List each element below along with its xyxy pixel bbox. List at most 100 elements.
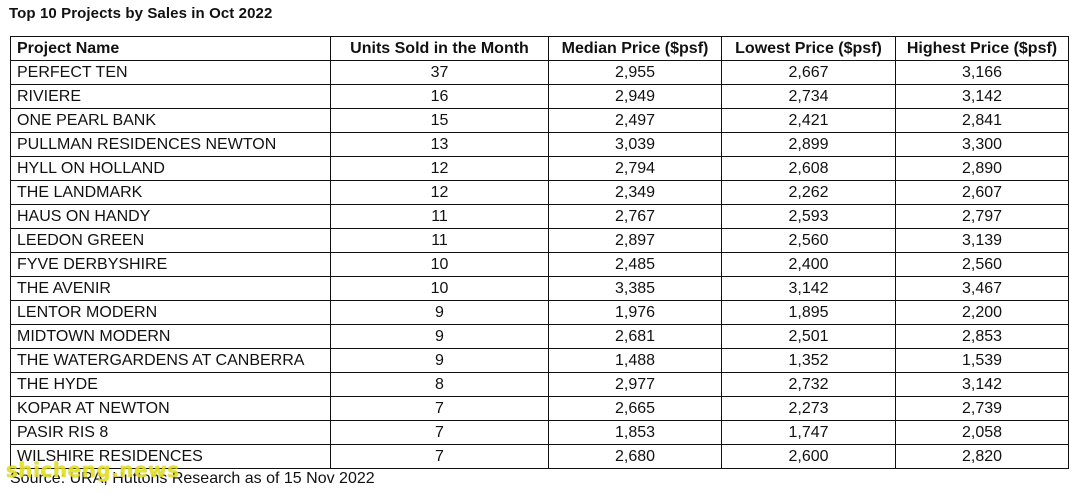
median-price-cell: 2,497 — [548, 108, 722, 133]
units-sold-cell: 9 — [330, 300, 549, 325]
median-price-cell: 2,485 — [548, 252, 722, 277]
median-price-cell: 2,680 — [548, 444, 722, 469]
median-price-cell: 2,949 — [548, 84, 722, 109]
page-title: Top 10 Projects by Sales in Oct 2022 — [9, 5, 273, 22]
table-row: PERFECT TEN 37 2,955 2,667 3,166 — [10, 60, 1069, 85]
table-row: FYVE DERBYSHIRE 10 2,485 2,400 2,560 — [10, 252, 1069, 277]
project-name-cell: HYLL ON HOLLAND — [10, 156, 331, 181]
column-header-median-price: Median Price ($psf) — [548, 36, 722, 61]
median-price-cell: 2,977 — [548, 372, 722, 397]
table-row: LENTOR MODERN 9 1,976 1,895 2,200 — [10, 300, 1069, 325]
lowest-price-cell: 2,734 — [721, 84, 896, 109]
median-price-cell: 2,897 — [548, 228, 722, 253]
units-sold-cell: 11 — [330, 204, 549, 229]
lowest-price-cell: 2,501 — [721, 324, 896, 349]
table-row: HYLL ON HOLLAND 12 2,794 2,608 2,890 — [10, 156, 1069, 181]
units-sold-cell: 16 — [330, 84, 549, 109]
project-name-cell: THE AVENIR — [10, 276, 331, 301]
lowest-price-cell: 2,273 — [721, 396, 896, 421]
project-name-cell: LENTOR MODERN — [10, 300, 331, 325]
highest-price-cell: 2,841 — [895, 108, 1069, 133]
project-name-cell: RIVIERE — [10, 84, 331, 109]
project-name-cell: MIDTOWN MODERN — [10, 324, 331, 349]
median-price-cell: 2,349 — [548, 180, 722, 205]
highest-price-cell: 3,142 — [895, 84, 1069, 109]
units-sold-cell: 9 — [330, 348, 549, 373]
highest-price-cell: 3,142 — [895, 372, 1069, 397]
median-price-cell: 2,955 — [548, 60, 722, 85]
highest-price-cell: 2,058 — [895, 420, 1069, 445]
table-row: PULLMAN RESIDENCES NEWTON 13 3,039 2,899 3,3… — [10, 132, 1069, 157]
median-price-cell: 1,853 — [548, 420, 722, 445]
column-header-highest-price: Highest Price ($psf) — [895, 36, 1069, 61]
column-header-lowest-price: Lowest Price ($psf) — [721, 36, 896, 61]
table-row: KOPAR AT NEWTON 7 2,665 2,273 2,739 — [10, 396, 1069, 421]
project-name-cell: PULLMAN RESIDENCES NEWTON — [10, 132, 331, 157]
table-row: THE AVENIR 10 3,385 3,142 3,467 — [10, 276, 1069, 301]
units-sold-cell: 15 — [330, 108, 549, 133]
lowest-price-cell: 2,600 — [721, 444, 896, 469]
column-header-project-name: Project Name — [10, 36, 331, 61]
lowest-price-cell: 3,142 — [721, 276, 896, 301]
lowest-price-cell: 2,400 — [721, 252, 896, 277]
column-header-units-sold: Units Sold in the Month — [330, 36, 549, 61]
highest-price-cell: 2,560 — [895, 252, 1069, 277]
units-sold-cell: 13 — [330, 132, 549, 157]
highest-price-cell: 2,200 — [895, 300, 1069, 325]
project-name-cell: PASIR RIS 8 — [10, 420, 331, 445]
highest-price-cell: 3,467 — [895, 276, 1069, 301]
median-price-cell: 3,039 — [548, 132, 722, 157]
units-sold-cell: 10 — [330, 252, 549, 277]
median-price-cell: 2,665 — [548, 396, 722, 421]
table-row: THE WATERGARDENS AT CANBERRA 9 1,488 1,352 1… — [10, 348, 1069, 373]
highest-price-cell: 2,797 — [895, 204, 1069, 229]
median-price-cell: 3,385 — [548, 276, 722, 301]
units-sold-cell: 8 — [330, 372, 549, 397]
table-row: ONE PEARL BANK 15 2,497 2,421 2,841 — [10, 108, 1069, 133]
project-name-cell: ONE PEARL BANK — [10, 108, 331, 133]
source-note: Source: URA, Huttons Research as of 15 N… — [10, 470, 375, 487]
median-price-cell: 1,976 — [548, 300, 722, 325]
units-sold-cell: 11 — [330, 228, 549, 253]
units-sold-cell: 7 — [330, 420, 549, 445]
median-price-cell: 2,681 — [548, 324, 722, 349]
highest-price-cell: 3,300 — [895, 132, 1069, 157]
lowest-price-cell: 2,732 — [721, 372, 896, 397]
highest-price-cell: 2,607 — [895, 180, 1069, 205]
units-sold-cell: 12 — [330, 180, 549, 205]
table-row: MIDTOWN MODERN 9 2,681 2,501 2,853 — [10, 324, 1069, 349]
table-row: WILSHIRE RESIDENCES 7 2,680 2,600 2,820 — [10, 444, 1069, 469]
header-row: Project Name Units Sold in the Month Med… — [10, 36, 1069, 61]
highest-price-cell: 2,820 — [895, 444, 1069, 469]
highest-price-cell: 2,739 — [895, 396, 1069, 421]
lowest-price-cell: 2,421 — [721, 108, 896, 133]
project-name-cell: PERFECT TEN — [10, 60, 331, 85]
table-row: THE LANDMARK 12 2,349 2,262 2,607 — [10, 180, 1069, 205]
highest-price-cell: 1,539 — [895, 348, 1069, 373]
lowest-price-cell: 1,895 — [721, 300, 896, 325]
median-price-cell: 1,488 — [548, 348, 722, 373]
highest-price-cell: 3,139 — [895, 228, 1069, 253]
table-row: THE HYDE 8 2,977 2,732 3,142 — [10, 372, 1069, 397]
units-sold-cell: 37 — [330, 60, 549, 85]
project-name-cell: THE HYDE — [10, 372, 331, 397]
table-body: PERFECT TEN 37 2,955 2,667 3,166 RIVIERE 16 2,9… — [10, 60, 1069, 469]
lowest-price-cell: 2,608 — [721, 156, 896, 181]
median-price-cell: 2,794 — [548, 156, 722, 181]
highest-price-cell: 2,890 — [895, 156, 1069, 181]
units-sold-cell: 7 — [330, 396, 549, 421]
project-name-cell: THE LANDMARK — [10, 180, 331, 205]
project-name-cell: WILSHIRE RESIDENCES — [10, 444, 331, 469]
table-row: HAUS ON HANDY 11 2,767 2,593 2,797 — [10, 204, 1069, 229]
table-row: RIVIERE 16 2,949 2,734 3,142 — [10, 84, 1069, 109]
sales-table: Project Name Units Sold in the Month Med… — [10, 36, 1069, 469]
lowest-price-cell: 2,899 — [721, 132, 896, 157]
units-sold-cell: 12 — [330, 156, 549, 181]
project-name-cell: THE WATERGARDENS AT CANBERRA — [10, 348, 331, 373]
project-name-cell: FYVE DERBYSHIRE — [10, 252, 331, 277]
lowest-price-cell: 2,262 — [721, 180, 896, 205]
lowest-price-cell: 2,667 — [721, 60, 896, 85]
lowest-price-cell: 1,352 — [721, 348, 896, 373]
project-name-cell: HAUS ON HANDY — [10, 204, 331, 229]
median-price-cell: 2,767 — [548, 204, 722, 229]
